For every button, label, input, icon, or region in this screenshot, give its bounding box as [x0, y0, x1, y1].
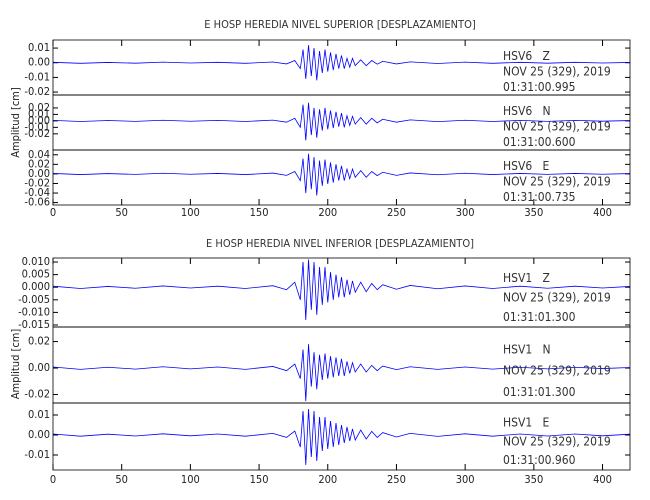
date-label: NOV 25 (329), 2019 — [503, 291, 611, 305]
y-tick-label: -0.02 — [24, 176, 50, 189]
y-tick-label: 0.01 — [28, 107, 50, 120]
chart-title: E HOSP HEREDIA NIVEL SUPERIOR [DESPLAZAM… — [204, 18, 476, 31]
y-tick-label: 0.00 — [28, 428, 50, 441]
y-tick-label: 0.00 — [28, 56, 50, 69]
time-label: 01:31:00.960 — [503, 453, 576, 467]
x-tick-label: 300 — [456, 473, 475, 486]
y-tick-label: 0.010 — [22, 255, 50, 268]
station-label: HSV1 N — [503, 342, 551, 356]
x-tick-label: 350 — [524, 473, 543, 486]
x-tick-label: 50 — [115, 473, 128, 486]
waveform — [53, 45, 630, 81]
date-label: NOV 25 (329), 2019 — [503, 434, 611, 448]
y-tick-label: -0.01 — [24, 448, 50, 461]
y-tick-label: 0.02 — [28, 335, 50, 348]
x-tick-label: 200 — [318, 206, 337, 219]
x-tick-label: 0 — [50, 473, 56, 486]
y-tick-label: 0.00 — [28, 361, 50, 374]
x-tick-label: 350 — [524, 206, 543, 219]
y-axis-label: Amplitud [cm] — [9, 329, 22, 400]
y-tick-label: -0.06 — [24, 196, 50, 209]
time-label: 01:31:00.735 — [503, 190, 576, 204]
y-tick-label: -0.01 — [24, 120, 50, 133]
station-label: HSV6 Z — [503, 49, 550, 63]
date-label: NOV 25 (329), 2019 — [503, 364, 611, 378]
y-tick-label: -0.02 — [24, 388, 50, 401]
x-tick-label: 150 — [250, 473, 269, 486]
waveform — [53, 408, 630, 466]
y-tick-label: 0.01 — [28, 408, 50, 421]
time-label: 01:31:01.300 — [503, 385, 576, 399]
date-label: NOV 25 (329), 2019 — [503, 174, 611, 188]
x-tick-label: 200 — [318, 473, 337, 486]
time-label: 01:31:00.600 — [503, 135, 576, 149]
y-tick-label: 0.02 — [28, 101, 50, 114]
y-axis-label: Amplitud [cm] — [9, 87, 22, 158]
y-tick-label: 0.04 — [28, 148, 50, 161]
panel-frame — [52, 149, 631, 206]
station-label: HSV1 Z — [503, 271, 550, 285]
station-label: HSV6 N — [503, 104, 551, 118]
y-tick-label: -0.005 — [18, 293, 50, 306]
x-tick-label: 50 — [115, 206, 128, 219]
date-label: NOV 25 (329), 2019 — [503, 119, 611, 133]
y-tick-label: 0.01 — [28, 41, 50, 54]
panel-frame — [52, 402, 631, 471]
y-tick-label: -0.01 — [24, 70, 50, 83]
station-label: HSV6 E — [503, 159, 550, 173]
y-tick-label: -0.010 — [18, 305, 50, 318]
y-tick-label: 0.00 — [28, 114, 50, 127]
y-tick-label: 0.00 — [28, 167, 50, 180]
x-tick-label: 100 — [181, 206, 200, 219]
time-label: 01:31:00.995 — [503, 80, 576, 94]
y-tick-label: 0.02 — [28, 157, 50, 170]
x-tick-label: 0 — [50, 206, 56, 219]
y-tick-label: -0.04 — [24, 186, 50, 199]
waveform — [53, 153, 630, 196]
time-label: 01:31:01.300 — [503, 310, 576, 324]
date-label: NOV 25 (329), 2019 — [503, 64, 611, 78]
waveform — [53, 259, 630, 320]
y-tick-label: -0.02 — [24, 85, 50, 98]
x-tick-label: 300 — [456, 206, 475, 219]
x-tick-label: 150 — [250, 206, 269, 219]
x-tick-label: 400 — [593, 206, 612, 219]
station-label: HSV1 E — [503, 416, 550, 430]
x-tick-label: 250 — [387, 473, 406, 486]
y-tick-label: 0.000 — [22, 280, 50, 293]
waveform — [53, 344, 630, 402]
y-tick-label: -0.015 — [18, 318, 50, 331]
x-tick-label: 400 — [593, 473, 612, 486]
x-tick-label: 100 — [181, 473, 200, 486]
y-tick-label: -0.02 — [24, 127, 50, 140]
y-tick-label: 0.005 — [22, 268, 50, 281]
x-tick-label: 250 — [387, 206, 406, 219]
waveform — [53, 102, 630, 141]
chart-title: E HOSP HEREDIA NIVEL INFERIOR [DESPLAZAM… — [206, 237, 474, 250]
